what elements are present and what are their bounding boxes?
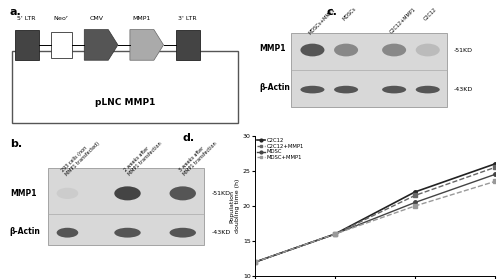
Ellipse shape	[114, 186, 140, 200]
Text: b.: b.	[10, 139, 22, 149]
Line: MDSC+MMP1: MDSC+MMP1	[253, 180, 496, 264]
Text: β-Actin: β-Actin	[260, 83, 290, 92]
Text: -43KD: -43KD	[454, 87, 473, 92]
Text: pLNC MMP1: pLNC MMP1	[95, 98, 156, 107]
Text: d.: d.	[182, 133, 195, 143]
Ellipse shape	[56, 228, 78, 238]
C2C12+MMP1	[332, 232, 338, 236]
Text: a.: a.	[10, 7, 22, 17]
Text: Neo$^r$: Neo$^r$	[53, 14, 70, 23]
MDSC+MMP1	[332, 232, 338, 236]
Text: MMP1: MMP1	[10, 189, 36, 198]
MDSC+MMP1	[412, 204, 418, 208]
Text: MMP1: MMP1	[260, 44, 286, 53]
Text: c.: c.	[327, 7, 338, 17]
Text: C2C12: C2C12	[423, 7, 438, 21]
Ellipse shape	[334, 86, 358, 93]
Text: 3 weeks after
MMP1 transfection: 3 weeks after MMP1 transfection	[178, 137, 218, 177]
Text: -43KD: -43KD	[212, 230, 231, 235]
Ellipse shape	[382, 86, 406, 93]
Line: C2C12+MMP1: C2C12+MMP1	[253, 166, 496, 264]
Bar	[12, 51, 238, 123]
Polygon shape	[84, 30, 118, 60]
Ellipse shape	[300, 86, 324, 93]
Ellipse shape	[170, 186, 196, 200]
MDSC+MMP1	[492, 180, 498, 183]
Ellipse shape	[416, 44, 440, 56]
MDSC	[492, 173, 498, 176]
MDSC+MMP1	[252, 261, 258, 264]
Text: MDSCs: MDSCs	[342, 7, 357, 22]
Text: -51KD: -51KD	[212, 191, 231, 196]
MDSC	[412, 201, 418, 204]
Text: C2C12+MMP1: C2C12+MMP1	[390, 7, 417, 35]
Bar	[291, 33, 447, 107]
Ellipse shape	[56, 188, 78, 199]
Line: MDSC: MDSC	[253, 173, 496, 264]
Text: 293 cells (non
MMP1 transfected): 293 cells (non MMP1 transfected)	[60, 137, 100, 177]
Bar	[176, 30, 200, 60]
Text: β-Actin: β-Actin	[10, 227, 40, 236]
MDSC	[332, 232, 338, 236]
Ellipse shape	[416, 86, 440, 93]
C2C12	[412, 190, 418, 194]
C2C12	[492, 162, 498, 165]
Ellipse shape	[300, 44, 324, 56]
Ellipse shape	[170, 228, 196, 238]
Text: CMV: CMV	[90, 16, 104, 21]
C2C12+MMP1	[412, 194, 418, 197]
Ellipse shape	[382, 44, 406, 56]
Line: C2C12: C2C12	[253, 162, 496, 264]
Text: 2 weeks after
MMP1 transfection: 2 weeks after MMP1 transfection	[122, 137, 162, 177]
Y-axis label: Population
doubling time (h): Population doubling time (h)	[229, 179, 240, 233]
C2C12+MMP1	[252, 261, 258, 264]
Text: MMP1: MMP1	[133, 16, 151, 21]
Polygon shape	[130, 30, 164, 60]
Legend: C2C12, C2C12+MMP1, MDSC, MDSC+MMP1: C2C12, C2C12+MMP1, MDSC, MDSC+MMP1	[256, 137, 304, 161]
Ellipse shape	[334, 44, 358, 56]
C2C12	[332, 232, 338, 236]
Ellipse shape	[114, 228, 140, 238]
Text: 5' LTR: 5' LTR	[18, 16, 36, 21]
Text: MDSCs+MMP1: MDSCs+MMP1	[308, 7, 336, 35]
Bar	[14, 30, 38, 60]
Text: -51KD: -51KD	[454, 47, 473, 52]
Text: 3' LTR: 3' LTR	[178, 16, 197, 21]
C2C12+MMP1	[492, 166, 498, 169]
Bar	[48, 168, 204, 245]
Bar	[50, 32, 72, 58]
MDSC	[252, 261, 258, 264]
C2C12	[252, 261, 258, 264]
